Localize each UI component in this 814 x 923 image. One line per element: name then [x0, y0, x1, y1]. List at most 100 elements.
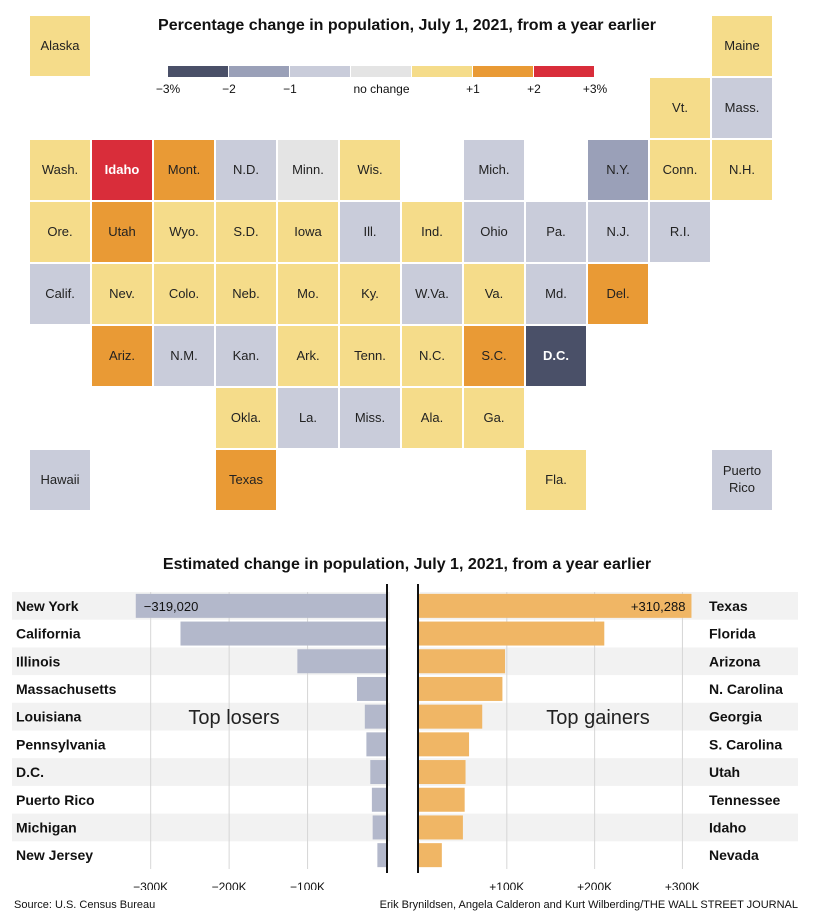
state-tile: Ark. [278, 326, 338, 386]
state-tile: N.H. [712, 140, 772, 200]
category-label: Michigan [16, 819, 77, 835]
legend-swatch [412, 66, 472, 77]
bar [419, 815, 463, 840]
state-tile: Minn. [278, 140, 338, 200]
row-stripe [420, 758, 798, 786]
bar [180, 621, 386, 646]
state-tile: Va. [464, 264, 524, 324]
legend-swatch [473, 66, 533, 77]
state-tile: Idaho [92, 140, 152, 200]
state-tile: Wyo. [154, 202, 214, 262]
category-label: Nevada [709, 847, 759, 863]
state-tile: Mont. [154, 140, 214, 200]
bar [366, 732, 386, 757]
row-stripe [420, 813, 798, 842]
legend-swatch [290, 66, 350, 77]
bar [372, 815, 386, 840]
category-label: Idaho [709, 819, 746, 835]
category-label: Louisiana [16, 709, 82, 725]
state-tile: Wis. [340, 140, 400, 200]
legend-swatch [168, 66, 228, 77]
legend-label: −2 [222, 82, 236, 96]
bar [419, 621, 605, 646]
legend-label: −1 [283, 82, 297, 96]
category-label: California [16, 626, 81, 642]
category-label: Tennessee [709, 792, 781, 808]
state-tile: Hawaii [30, 450, 90, 510]
bar [419, 732, 470, 757]
state-tile: Miss. [340, 388, 400, 448]
category-label: S. Carolina [709, 736, 782, 752]
bar [419, 593, 692, 618]
state-tile: Puerto Rico [712, 450, 772, 510]
legend-label: −3% [155, 82, 181, 96]
state-tile: R.I. [650, 202, 710, 262]
state-tile: Tenn. [340, 326, 400, 386]
row-stripe [12, 758, 390, 786]
x-tick-label: −200K [212, 880, 247, 890]
legend-label: +2 [527, 82, 541, 96]
state-tile: Fla. [526, 450, 586, 510]
x-tick-label: +200K [577, 880, 612, 890]
x-tick-label: −100K [290, 880, 325, 890]
state-tile: Ariz. [92, 326, 152, 386]
bar-chart: −300K −200K −100K New York −319,020 Californi… [12, 584, 798, 890]
category-label: Utah [709, 764, 740, 780]
category-label: Puerto Rico [16, 792, 95, 808]
bar [370, 760, 386, 785]
state-tile: Md. [526, 264, 586, 324]
bar [419, 704, 483, 729]
legend-label: no change [353, 82, 410, 96]
x-tick-label: +300K [665, 880, 700, 890]
state-tile: Mich. [464, 140, 524, 200]
state-tile: Calif. [30, 264, 90, 324]
bar [419, 787, 465, 812]
state-tile: Kan. [216, 326, 276, 386]
legend-label: +3% [582, 82, 608, 96]
state-tile: Del. [588, 264, 648, 324]
x-tick-label: −300K [133, 880, 168, 890]
bar-chart-title: Estimated change in population, July 1, … [162, 556, 652, 573]
legend-swatch [229, 66, 289, 77]
state-tile: Nev. [92, 264, 152, 324]
state-tile: Iowa [278, 202, 338, 262]
state-tile: Ky. [340, 264, 400, 324]
state-tile: Ind. [402, 202, 462, 262]
state-tile: N.C. [402, 326, 462, 386]
state-tile: W.Va. [402, 264, 462, 324]
state-tile: N.J. [588, 202, 648, 262]
legend-label: +1 [466, 82, 480, 96]
category-label: N. Carolina [709, 681, 783, 697]
bar [377, 843, 386, 868]
state-tile: N.Y. [588, 140, 648, 200]
state-tile: N.D. [216, 140, 276, 200]
bar [419, 649, 506, 674]
category-label: New York [16, 598, 79, 614]
credit-line: Erik Brynildsen, Angela Calderon and Kur… [379, 899, 798, 911]
state-tile: Utah [92, 202, 152, 262]
gainers-annotation: Top gainers [546, 707, 649, 729]
state-tile: D.C. [526, 326, 586, 386]
state-tile: Conn. [650, 140, 710, 200]
state-tile: Maine [712, 16, 772, 76]
category-label: Massachusetts [16, 681, 117, 697]
category-label: New Jersey [16, 847, 93, 863]
state-tile: Neb. [216, 264, 276, 324]
losers-annotation: Top losers [188, 707, 279, 729]
map-legend: −3% −2 −1 no change +1 +2 +3% [156, 66, 607, 106]
bar [419, 676, 503, 701]
category-label: Pennsylvania [16, 736, 106, 752]
state-tile: S.C. [464, 326, 524, 386]
state-tile: Vt. [650, 78, 710, 138]
state-tile: Mass. [712, 78, 772, 138]
legend-swatch [351, 66, 411, 77]
bar [419, 843, 442, 868]
state-tile: Alaska [30, 16, 90, 76]
state-tile: Ill. [340, 202, 400, 262]
category-label: Illinois [16, 653, 61, 669]
state-tile: S.D. [216, 202, 276, 262]
legend-swatch [534, 66, 594, 77]
row-stripe [420, 702, 798, 731]
state-tile: Pa. [526, 202, 586, 262]
tile-map: Alaska Maine Vt. Mass. Wash. Idaho Mont. N.D. Mi… [30, 16, 772, 510]
